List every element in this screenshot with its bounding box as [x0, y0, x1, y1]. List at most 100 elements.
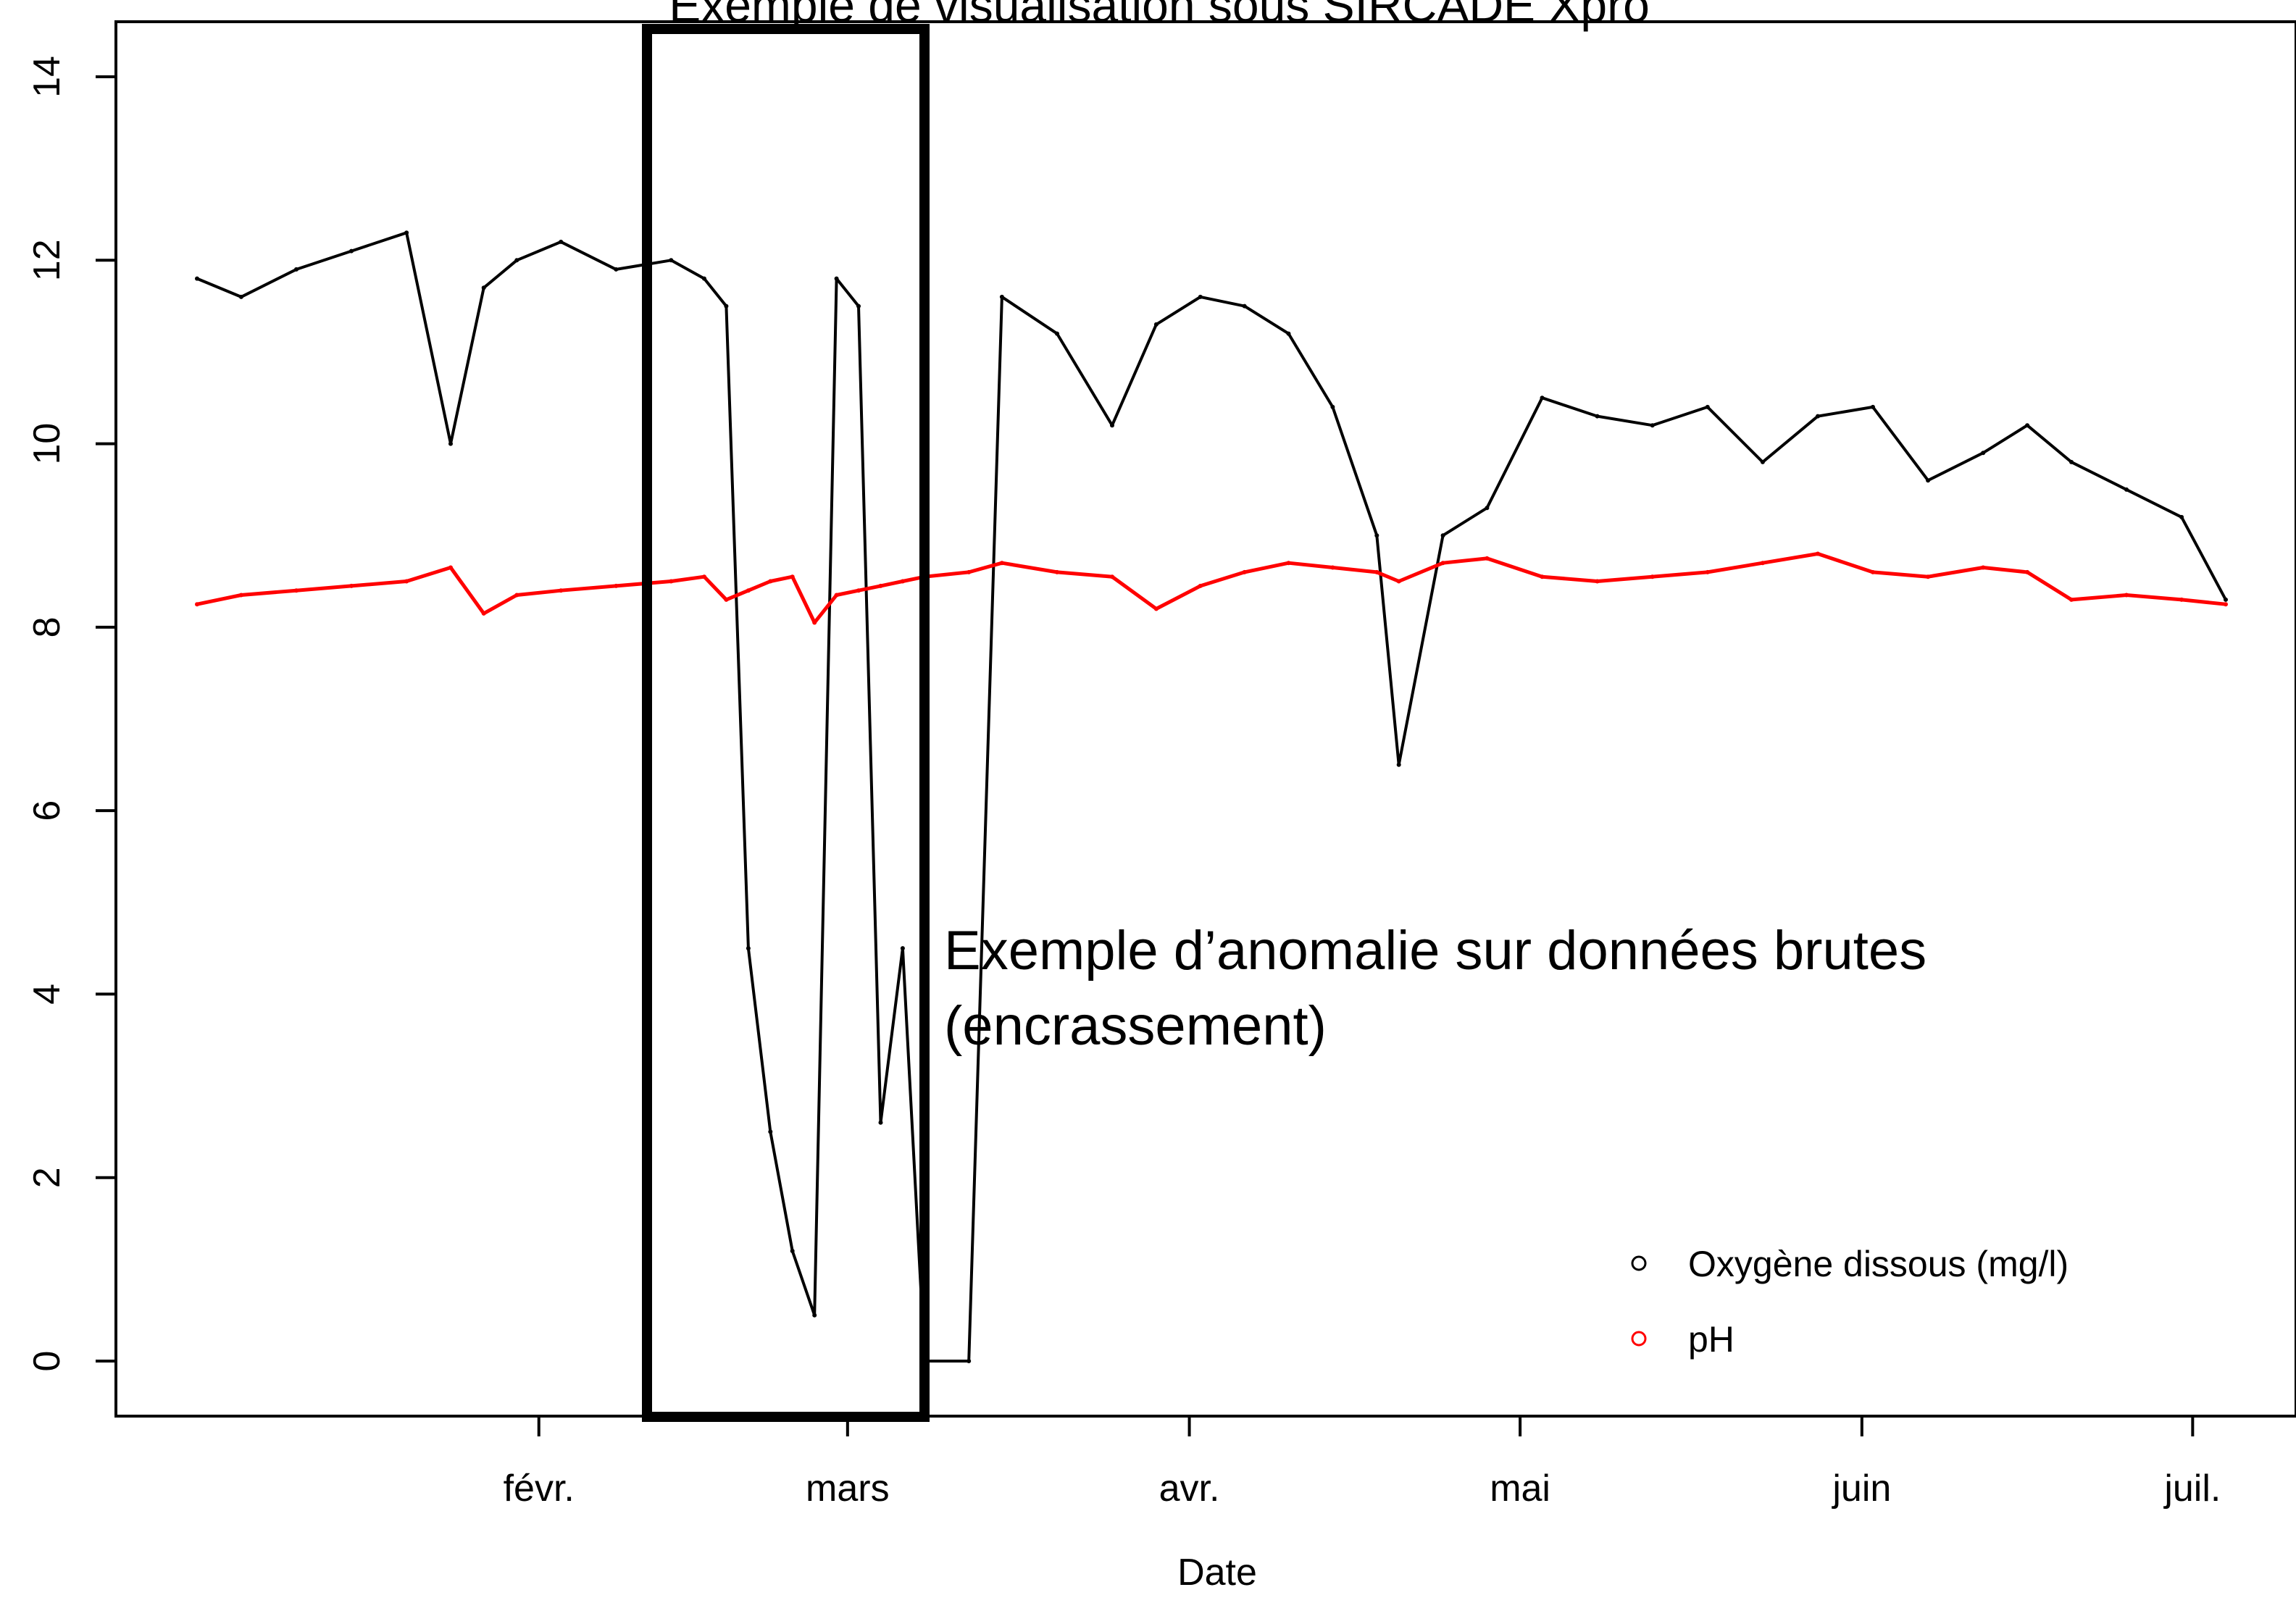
- series-1-point-7: [514, 593, 519, 598]
- series-1-point-41: [1871, 569, 1875, 574]
- series-0-point-24: [1055, 331, 1059, 336]
- series-1-point-2: [294, 588, 299, 593]
- series-0-point-39: [1760, 459, 1765, 464]
- series-0-point-9: [614, 267, 619, 272]
- series-0-point-20: [900, 946, 905, 951]
- series-0-point-30: [1330, 404, 1335, 409]
- series-0-point-40: [1816, 414, 1820, 419]
- series-0-point-0: [195, 276, 199, 281]
- y-tick-label-14: 14: [26, 56, 68, 98]
- legend-label-ph: pH: [1688, 1319, 1734, 1360]
- x-tick-label-4: juin: [1831, 1468, 1891, 1510]
- series-0-point-5: [448, 441, 453, 446]
- series-0-point-28: [1242, 304, 1247, 309]
- series-0-point-19: [878, 1120, 883, 1125]
- series-0-point-12: [724, 304, 729, 309]
- series-0-point-15: [790, 1249, 795, 1253]
- series-0-point-11: [702, 276, 706, 281]
- series-0-point-42: [1926, 478, 1931, 483]
- series-1-point-33: [1440, 561, 1445, 566]
- y-tick-label-8: 8: [26, 616, 68, 637]
- x-axis: févr. mars avr. mai juin juil.: [504, 1416, 2221, 1510]
- series-1-point-18: [856, 588, 861, 593]
- annotation-line-2: (encrassement): [944, 995, 1327, 1057]
- x-tick-label-5: juil.: [2163, 1468, 2221, 1510]
- series-1-point-13: [746, 588, 751, 593]
- series-0-point-45: [2069, 459, 2074, 464]
- series-1-point-30: [1330, 565, 1335, 570]
- series-1-point-15: [790, 574, 795, 579]
- series-0-point-41: [1871, 404, 1875, 409]
- series-1-point-9: [614, 583, 619, 588]
- series-1-point-38: [1705, 569, 1710, 574]
- series-1-point-8: [559, 588, 564, 593]
- x-tick-label-0: févr.: [504, 1468, 575, 1510]
- series-1-point-4: [404, 579, 409, 584]
- series-1-point-29: [1286, 561, 1291, 566]
- legend: Oxygène dissous (mg/l) pH: [1631, 1244, 2069, 1360]
- series-1-point-26: [1153, 606, 1159, 611]
- series-1-point-25: [1110, 574, 1114, 579]
- series-1-point-23: [999, 561, 1004, 566]
- series-1-point-14: [768, 579, 773, 584]
- series-0-point-34: [1485, 506, 1490, 511]
- y-tick-label-0: 0: [26, 1351, 68, 1372]
- series-0-point-7: [514, 258, 519, 263]
- x-axis-label: Date: [1177, 1552, 1257, 1594]
- series-0-point-18: [856, 304, 861, 309]
- series-0-point-16: [812, 1313, 817, 1318]
- series-1-point-27: [1198, 583, 1203, 588]
- x-tick-label-2: avr.: [1159, 1468, 1220, 1510]
- x-tick-label-3: mai: [1490, 1468, 1550, 1510]
- anomaly-highlight-box: [642, 24, 930, 1422]
- y-tick-label-12: 12: [26, 239, 68, 281]
- series-0-point-25: [1110, 423, 1114, 428]
- y-tick-label-10: 10: [26, 423, 68, 465]
- y-tick-label-4: 4: [26, 984, 68, 1005]
- series-0-point-6: [481, 285, 486, 290]
- series-0-point-31: [1374, 533, 1379, 538]
- series-1-point-0: [195, 602, 199, 607]
- series-line-1: [196, 552, 2226, 624]
- series-1-point-36: [1595, 579, 1600, 584]
- x-tick-label-1: mars: [806, 1468, 890, 1510]
- legend-label-oxygen: Oxygène dissous (mg/l): [1688, 1244, 2069, 1284]
- series-0-point-23: [999, 294, 1004, 299]
- series-0-point-17: [834, 276, 839, 281]
- series-1-point-31: [1374, 569, 1379, 574]
- plot-frame: [114, 20, 2296, 1418]
- series-1-point-47: [2179, 597, 2184, 602]
- series-0-point-35: [1540, 395, 1545, 401]
- legend-marker-ph: [1631, 1331, 1647, 1347]
- series-line-0: [196, 231, 2227, 1363]
- series-0-point-13: [746, 946, 751, 951]
- series-1-point-32: [1396, 579, 1401, 584]
- series-1-point-43: [1981, 565, 1986, 570]
- series-1-point-5: [448, 565, 453, 570]
- series-0-point-29: [1286, 331, 1291, 336]
- series-1-point-46: [2124, 593, 2129, 598]
- series-0-point-3: [349, 248, 354, 254]
- series-1-point-45: [2069, 597, 2074, 602]
- series-0-point-26: [1153, 322, 1159, 327]
- series-1-point-42: [1926, 574, 1931, 579]
- series-0-point-27: [1198, 294, 1203, 299]
- series-layer: [195, 230, 2228, 1363]
- annotation-line-1: Exemple d’anomalie sur données brutes: [944, 920, 1926, 982]
- series-1-point-19: [878, 583, 883, 588]
- series-1-point-44: [2025, 569, 2030, 574]
- series-1-point-6: [481, 611, 486, 616]
- series-0-point-10: [669, 258, 674, 263]
- series-1-point-11: [702, 574, 706, 579]
- series-1-point-16: [812, 620, 817, 625]
- series-0-point-38: [1705, 404, 1710, 409]
- series-0-point-4: [404, 230, 409, 235]
- y-axis: 0 2 4 6 8 10 12 14: [26, 56, 116, 1371]
- y-tick-label-2: 2: [26, 1167, 68, 1188]
- series-1-point-20: [900, 579, 905, 584]
- series-1-point-35: [1540, 574, 1545, 579]
- series-0-point-36: [1595, 414, 1600, 419]
- series-0-point-14: [768, 1129, 773, 1134]
- series-0-point-37: [1650, 423, 1655, 428]
